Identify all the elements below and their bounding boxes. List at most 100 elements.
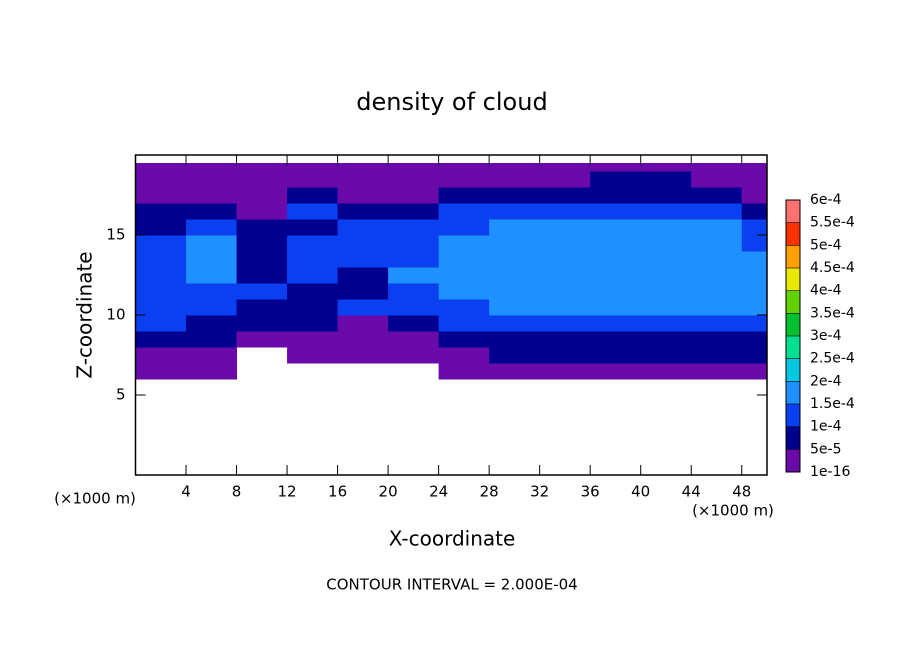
contour-cell [337,251,389,268]
contour-cell [236,315,288,332]
contour-cell [590,283,642,300]
contour-cell [135,163,187,172]
contour-cell [691,331,743,348]
contour-cell [590,299,642,316]
contour-cell [135,187,187,204]
contour-cell [388,331,440,348]
colorbar-band [786,200,800,223]
contour-cell [135,283,187,300]
colorbar-band [786,404,800,427]
contour-cell [640,187,692,204]
contour-cell [135,299,187,316]
contour-cell [337,267,389,284]
contour-cell [236,251,288,268]
contour-cell [186,315,238,332]
contour-cell [741,299,768,316]
contour-cell [691,363,743,380]
contour-cell [186,203,238,220]
contour-cell [287,315,339,332]
contour-cell [135,363,187,380]
contour-cell [337,299,389,316]
contour-cell [438,267,490,284]
contour-cell [287,163,339,172]
colorbar-band [786,268,800,291]
contour-cell [489,171,541,188]
contour-cell [489,235,541,252]
contour-cell [741,219,768,236]
contour-cell [489,363,541,380]
contour-cell [135,251,187,268]
contour-cell [691,187,743,204]
contour-cell [489,267,541,284]
contour-cell [741,187,768,204]
contour-cell [337,219,389,236]
contour-cell [186,219,238,236]
chart-title: density of cloud [356,88,547,116]
contour-cell [741,267,768,284]
contour-cell [438,203,490,220]
contour-cell [640,331,692,348]
contour-cell [287,331,339,348]
contour-cell [438,163,490,172]
contour-cell [590,267,642,284]
contour-cell [287,235,339,252]
contour-cell [640,251,692,268]
contour-cell [186,331,238,348]
contour-cell [236,283,288,300]
contour-cell [691,219,743,236]
contour-cell [590,219,642,236]
contour-cell [691,315,743,332]
contour-cell [741,171,768,188]
contour-cell [236,171,288,188]
contour-cell [691,171,743,188]
contour-cell [388,171,440,188]
contour-cell [539,171,591,188]
colorbar-label: 5e-4 [810,237,842,253]
contour-cell [741,251,768,268]
contour-cell [186,171,238,188]
contour-cell [287,299,339,316]
colorbar-band [786,336,800,359]
contour-cell [438,363,490,380]
colorbar-label: 1e-16 [810,464,850,480]
x-tick-label: 32 [530,483,549,501]
contour-cell [590,235,642,252]
y-tick-label: 5 [116,386,126,404]
contour-cell [640,299,692,316]
contour-cell [438,283,490,300]
contour-cell [388,299,440,316]
contour-cell [691,347,743,364]
x-tick-label: 8 [232,483,242,501]
contour-cell [388,251,440,268]
contour-cell [691,251,743,268]
colorbar-band [786,290,800,314]
contour-cell [539,235,591,252]
contour-cell [287,267,339,284]
contour-cell [691,283,743,300]
contour-cell [388,235,440,252]
contour-cell [691,203,743,220]
contour-cell [236,187,288,204]
contour-cell [438,219,490,236]
contour-cell [337,283,389,300]
contour-cell [337,163,389,172]
colorbar-label: 3e-4 [810,328,842,344]
contour-cell [186,299,238,316]
colorbar-label: 5.5e-4 [810,215,855,231]
contour-cell [388,315,440,332]
colorbar-label: 2.5e-4 [810,351,855,367]
contour-cell [590,163,642,172]
contour-cell [186,347,238,364]
contour-cell [489,315,541,332]
x-tick-label: 16 [328,483,347,501]
contour-cell [640,267,692,284]
contour-cell [640,171,692,188]
colorbar-band [786,381,800,404]
contour-cell [135,219,187,236]
contour-cell [741,363,768,380]
contour-cell [135,331,187,348]
contour-cell [590,315,642,332]
contour-cell [539,283,591,300]
contour-cell [489,283,541,300]
contour-cell [640,203,692,220]
